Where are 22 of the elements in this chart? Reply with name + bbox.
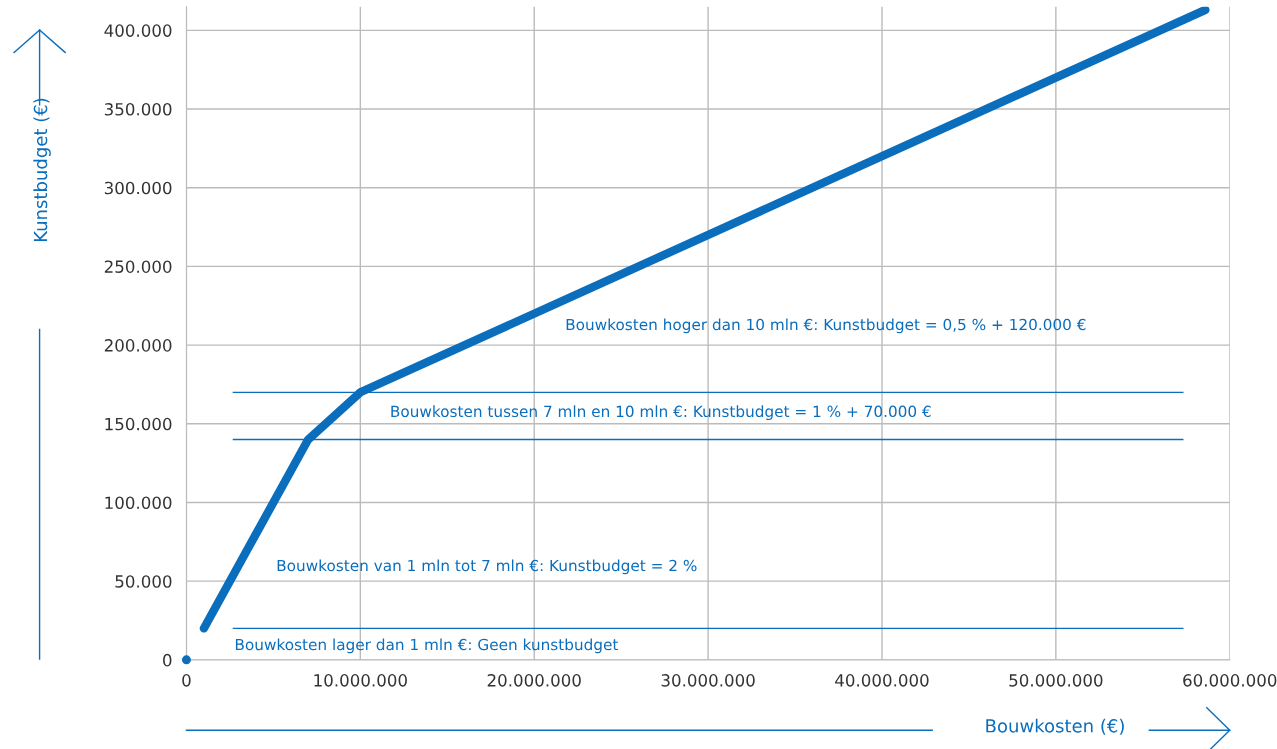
y-tick-label: 50.000: [115, 575, 172, 588]
y-axis-title: Kunstbudget (€): [33, 98, 51, 242]
y-tick-label: 300.000: [104, 181, 172, 195]
y-tick-label: 200.000: [104, 339, 172, 352]
x-tick-label: 60.000.000: [1183, 674, 1277, 687]
y-tick-label: 400.000: [104, 24, 172, 37]
annotation: Bouwkosten tussen 7 mln en 10 mln €: Kunstbudget = 1 % + 70.000 €: [391, 405, 931, 421]
x-tick-label: 20.000.000: [487, 674, 581, 687]
x-tick-label: 30.000.000: [661, 674, 755, 687]
y-tick-label: 350.000: [104, 103, 172, 116]
y-tick-label: 0: [163, 653, 172, 667]
x-tick-label: 50.000.000: [1009, 674, 1103, 687]
y-tick-label: 150.000: [105, 417, 172, 431]
x-tick-label: 10.000.000: [314, 674, 407, 687]
x-axis-title: Bouwkosten (€): [986, 718, 1124, 735]
x-tick-label: 40.000.000: [835, 674, 929, 687]
annotation: Bouwkosten van 1 mln tot 7 mln €: Kunstbudget = 2 %: [277, 559, 697, 575]
annotation: Bouwkosten hoger dan 10 mln €: Kunstbudget = 0,5 % + 120.000 €: [566, 318, 1086, 334]
x-tick-label: 0: [182, 674, 191, 687]
y-tick-label: 250.000: [104, 260, 172, 273]
annotation: Bouwkosten lager dan 1 mln €: Geen kunstbudget: [235, 638, 619, 654]
y-tick-label: 100.000: [105, 496, 172, 510]
